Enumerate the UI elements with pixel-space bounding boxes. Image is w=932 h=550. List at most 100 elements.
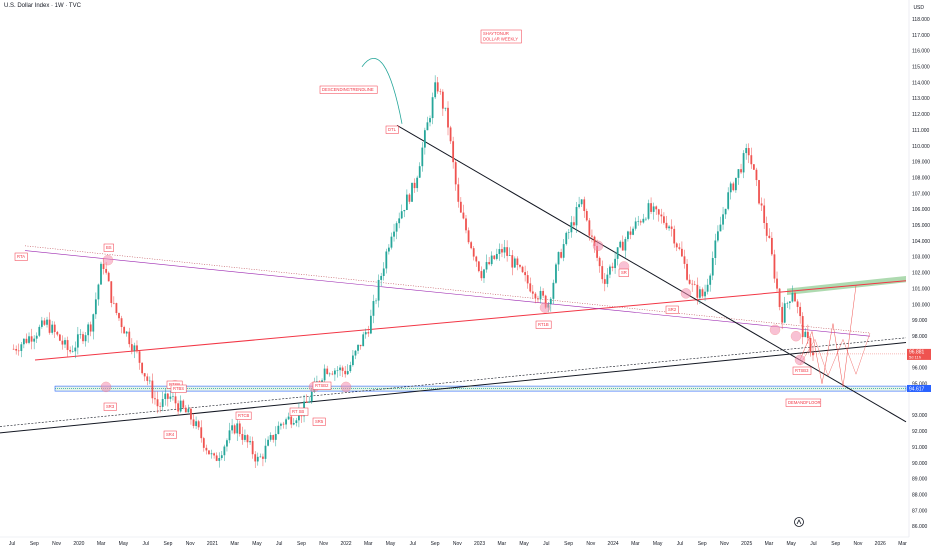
x-tick-label: Mar	[364, 541, 373, 547]
candle-body	[526, 275, 529, 284]
y-tick-label: 103.000	[912, 255, 930, 261]
candle-body	[583, 199, 586, 212]
candle-body	[611, 266, 614, 269]
candle-body	[367, 332, 370, 334]
candle-body	[215, 455, 218, 461]
candle-body	[447, 107, 449, 128]
candle-body	[552, 282, 555, 299]
candle-body	[701, 289, 704, 297]
y-tick-label: 115.000	[912, 65, 930, 71]
candle-body	[97, 284, 100, 300]
candle-body	[770, 237, 773, 255]
candle-body	[269, 435, 272, 440]
candle-body	[228, 430, 231, 441]
descending-trendline	[396, 124, 907, 423]
mark-label-box	[385, 125, 399, 134]
candle-body	[233, 425, 236, 434]
candle-body	[709, 275, 712, 285]
candle-body	[423, 130, 426, 148]
candle-body	[637, 221, 640, 222]
candle-body	[804, 331, 807, 338]
candle-body	[331, 373, 334, 375]
mark-label-text: RTSB3	[795, 368, 809, 373]
x-tick-label: Jul	[543, 541, 549, 547]
candle-body	[493, 255, 496, 259]
candle-body	[519, 264, 521, 267]
candle-body	[292, 422, 295, 425]
tradingview-logo-icon[interactable]	[794, 517, 804, 527]
candle-body	[678, 247, 681, 249]
candle-body	[472, 248, 475, 257]
candle-body	[796, 301, 799, 307]
candle-body	[354, 350, 357, 356]
candle-body	[107, 272, 110, 282]
candle-body	[732, 183, 735, 191]
candle-body	[48, 319, 51, 333]
candle-body	[22, 338, 25, 345]
x-tick-label: Mar	[898, 541, 907, 547]
candle-body	[747, 148, 750, 156]
candle-body	[639, 221, 642, 223]
x-tick-label: Jul	[142, 541, 148, 547]
mark-label-text: RT1B	[538, 322, 549, 327]
candle-body	[727, 192, 730, 209]
candle-body	[503, 247, 506, 253]
candle-body	[675, 243, 678, 248]
candle-body	[624, 239, 627, 251]
candle-body	[94, 299, 97, 315]
x-tick-label: 2025	[741, 541, 752, 547]
candle-body	[647, 203, 650, 219]
x-tick-label: Nov	[319, 541, 328, 547]
candle-body	[398, 218, 401, 224]
candle-body	[652, 206, 655, 212]
mark-label-box	[235, 411, 252, 420]
candle-body	[475, 256, 478, 262]
candle-body	[179, 400, 182, 412]
pivot-marker	[100, 381, 112, 393]
x-tick-label: Sep	[831, 541, 840, 547]
projection-path-a	[799, 285, 857, 387]
candle-body	[750, 155, 753, 165]
title-annotation-box	[480, 29, 522, 44]
upper-dashed-trendline	[24, 245, 871, 334]
x-tick-label: 2024	[608, 541, 619, 547]
y-tick-label: 86.000	[912, 524, 928, 530]
pivot-marker	[592, 240, 604, 252]
candle-body	[187, 408, 190, 413]
candle-body	[483, 269, 485, 279]
candle-body	[346, 371, 349, 375]
candle-body	[295, 420, 298, 423]
candle-body	[33, 338, 36, 342]
candle-body	[359, 344, 362, 347]
candle-body	[596, 246, 598, 258]
x-tick-label: Jul	[276, 541, 282, 547]
candle-body	[184, 407, 187, 413]
candle-body	[390, 236, 393, 248]
x-tick-label: Sep	[163, 541, 172, 547]
candle-body	[118, 313, 120, 319]
candle-body	[169, 396, 172, 399]
mark-label-text: SR5	[315, 419, 324, 424]
lower-dashed-trendline	[0, 337, 907, 427]
candle-body	[655, 206, 658, 210]
pivot-marker	[794, 354, 806, 366]
candle-body	[393, 231, 395, 237]
candle-body	[210, 453, 213, 455]
candle-body	[768, 235, 771, 238]
candle-body	[71, 351, 74, 352]
title-annotation-text: DOLLAR WEEKLY	[483, 37, 518, 42]
candle-body	[663, 216, 665, 223]
candle-body	[421, 147, 424, 167]
candle-body	[326, 368, 329, 375]
candle-body	[508, 255, 511, 256]
candle-body	[208, 450, 210, 455]
y-tick-label: 98.000	[912, 334, 928, 340]
candle-body	[585, 211, 588, 221]
x-tick-label: May	[386, 541, 396, 547]
candle-body	[148, 380, 151, 382]
candle-body	[801, 316, 804, 338]
candle-body	[100, 263, 102, 285]
candle-body	[665, 222, 668, 229]
